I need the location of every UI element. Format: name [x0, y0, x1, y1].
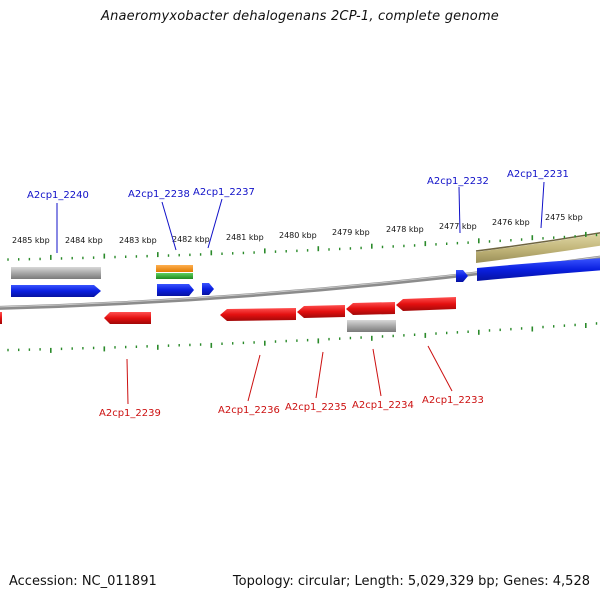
gene-A2cp1_2232[interactable] — [456, 270, 468, 282]
scale-label-2483: 2483 kbp — [119, 236, 157, 245]
gene-A2cp1_2231[interactable] — [477, 258, 600, 281]
reverse-features — [0, 297, 456, 332]
scale-label-2485: 2485 kbp — [12, 236, 50, 245]
scale-label-2482: 2482 kbp — [172, 235, 210, 244]
scale-label-2478: 2478 kbp — [386, 225, 424, 234]
genome-summary-text: Topology: circular; Length: 5,029,329 bp… — [232, 574, 590, 589]
gene-label-A2cp1_2233[interactable]: A2cp1_2233 — [422, 395, 484, 406]
gene-A2cp1_2236[interactable] — [220, 308, 296, 321]
forward-features — [11, 258, 600, 297]
gene-label-A2cp1_2234[interactable]: A2cp1_2234 — [352, 400, 414, 411]
gene-label-A2cp1_2240[interactable]: A2cp1_2240 — [27, 190, 89, 201]
map-title: Anaeromyxobacter dehalogenans 2CP-1, com… — [100, 9, 500, 24]
scale-label-2481: 2481 kbp — [226, 233, 264, 242]
scale-labels: 2485 kbp 2484 kbp 2483 kbp 2482 kbp 2481… — [12, 213, 583, 245]
gene-label-A2cp1_2232[interactable]: A2cp1_2232 — [427, 176, 489, 187]
gene-label-A2cp1_2239[interactable]: A2cp1_2239 — [99, 408, 161, 419]
gene-A2cp1_2235[interactable] — [297, 305, 345, 318]
grey-feature-2234[interactable] — [347, 320, 396, 332]
tan-feature-edge — [475, 232, 600, 252]
gene-label-A2cp1_2236[interactable]: A2cp1_2236 — [218, 405, 280, 416]
gene-label-A2cp1_2231[interactable]: A2cp1_2231 — [507, 169, 569, 180]
genome-backbone — [0, 255, 600, 310]
gene-label-A2cp1_2235[interactable]: A2cp1_2235 — [285, 402, 347, 413]
tan-feature — [476, 233, 600, 263]
gene-A2cp1_2240[interactable] — [11, 285, 101, 297]
gene-label-A2cp1_2238[interactable]: A2cp1_2238 — [128, 189, 190, 200]
green-feature-2238[interactable] — [156, 273, 193, 279]
gene-A2cp1_2233[interactable] — [396, 297, 456, 311]
scale-ticks-top — [7, 231, 598, 261]
gene-A2cp1_2238[interactable] — [157, 284, 194, 296]
gene-A2cp1_2239[interactable] — [104, 312, 151, 324]
scale-label-2475: 2475 kbp — [545, 213, 583, 222]
scale-label-2484: 2484 kbp — [65, 236, 103, 245]
genome-backbone-highlight — [0, 256, 600, 308]
gene-label-A2cp1_2237[interactable]: A2cp1_2237 — [193, 187, 255, 198]
grey-feature-2240[interactable] — [11, 267, 101, 279]
gene-partial-left[interactable] — [0, 312, 2, 324]
gene-A2cp1_2237[interactable] — [202, 283, 214, 295]
scale-label-2476: 2476 kbp — [492, 218, 530, 227]
reverse-leaders — [126, 345, 453, 405]
scale-label-2477: 2477 kbp — [439, 222, 477, 231]
accession-text: Accession: NC_011891 — [9, 574, 157, 589]
scale-label-2480: 2480 kbp — [279, 231, 317, 240]
gene-A2cp1_2234[interactable] — [346, 302, 395, 315]
forward-leaders — [56, 181, 545, 253]
orange-feature-2238[interactable] — [156, 265, 193, 272]
scale-label-2479: 2479 kbp — [332, 228, 370, 237]
scale-ticks-bottom — [7, 322, 598, 353]
